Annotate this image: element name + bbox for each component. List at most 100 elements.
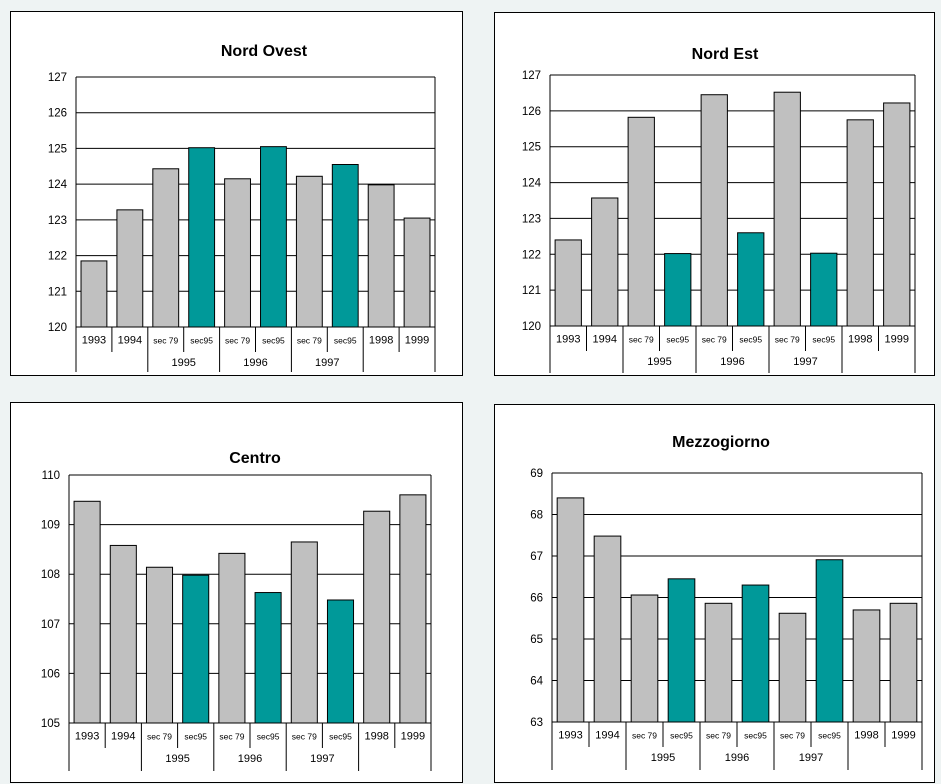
bar: [556, 497, 585, 723]
x-group-label: 1996: [725, 752, 749, 764]
x-group-label: 1997: [793, 356, 817, 368]
bar: [883, 102, 911, 327]
chart-title: Nord Est: [692, 46, 759, 63]
y-tick-label: 124: [48, 179, 68, 191]
x-category-label: 1998: [854, 730, 878, 742]
y-tick-label: 124: [522, 178, 542, 190]
x-category-label: 1999: [401, 731, 425, 743]
bar: [145, 566, 174, 724]
x-category-label: sec95: [329, 732, 352, 742]
x-category-label: sec 79: [219, 732, 244, 742]
bar: [224, 178, 251, 328]
bar: [109, 544, 137, 724]
bar: [889, 602, 918, 723]
bar: [773, 91, 801, 327]
x-group-label: 1996: [243, 357, 267, 369]
y-tick-label: 108: [41, 569, 60, 581]
bar: [326, 599, 355, 724]
bar: [593, 535, 622, 723]
bar: [188, 147, 216, 328]
bar: [260, 146, 287, 328]
bar: [218, 552, 246, 724]
x-group-label: 1997: [799, 752, 823, 764]
x-category-label: 1994: [595, 730, 619, 742]
x-category-label: 1994: [111, 731, 135, 743]
bar: [399, 494, 427, 724]
bar: [778, 612, 807, 723]
x-category-label: 1994: [118, 335, 142, 347]
x-category-label: sec95: [812, 335, 835, 345]
x-category-label: sec95: [818, 731, 841, 741]
x-category-label: sec95: [190, 336, 213, 346]
x-group-label: 1996: [238, 753, 262, 765]
bar: [73, 500, 101, 724]
x-category-label: 1993: [75, 731, 99, 743]
bar-chart-nord-est: Nord Est 120 121 122 123 124 125 126 127 1993 199…: [522, 46, 916, 373]
y-tick-label: 127: [522, 70, 541, 82]
bar: [700, 94, 728, 327]
x-category-label: sec95: [257, 732, 280, 742]
bar: [363, 510, 391, 724]
bar: [810, 252, 838, 327]
x-category-label: 1999: [405, 335, 429, 347]
x-category-label: 1993: [82, 335, 106, 347]
x-category-label: sec95: [739, 335, 762, 345]
bar-chart-centro: Centro 105 106 107 108 109 110 1993 1994 sec 79 s…: [41, 450, 432, 771]
bar: [254, 592, 282, 724]
y-tick-label: 121: [48, 286, 67, 298]
x-group-label: 1997: [315, 357, 339, 369]
y-tick-label: 69: [530, 468, 543, 480]
bar: [152, 168, 180, 328]
bar-chart-nord-ovest: Nord Ovest 120 121 122 123 124 125 126 127 1993 1…: [48, 43, 436, 372]
y-tick-label: 123: [522, 213, 541, 225]
x-category-label: sec 79: [153, 336, 178, 346]
x-category-label: sec 79: [702, 335, 727, 345]
chart-panel-mezzogiorno: Mezzogiorno 63 64 65 66 67 68 69 1993 1994 sec 79…: [494, 404, 935, 783]
x-group-label: 1995: [647, 356, 671, 368]
x-category-label: sec95: [262, 336, 285, 346]
x-group-label: 1996: [720, 356, 744, 368]
x-category-label: sec95: [666, 335, 689, 345]
chart-title: Centro: [229, 450, 281, 467]
x-category-label: sec95: [670, 731, 693, 741]
x-category-label: 1993: [556, 334, 580, 346]
y-tick-label: 121: [522, 285, 541, 297]
x-category-label: sec 79: [147, 732, 172, 742]
x-category-label: sec 79: [632, 731, 657, 741]
x-category-label: 1999: [885, 334, 909, 346]
y-tick-label: 120: [522, 321, 541, 333]
bar: [704, 602, 733, 723]
bar: [664, 253, 692, 327]
x-group-label: 1995: [171, 357, 195, 369]
bar: [815, 559, 844, 723]
y-tick-label: 125: [48, 143, 67, 155]
x-group-label: 1997: [310, 753, 334, 765]
x-category-label: sec95: [184, 732, 207, 742]
y-tick-label: 125: [522, 142, 541, 154]
chart-panel-nord-est: Nord Est 120 121 122 123 124 125 126 127 1993 199…: [494, 12, 935, 376]
x-category-label: sec 79: [780, 731, 805, 741]
bar-chart-mezzogiorno: Mezzogiorno 63 64 65 66 67 68 69 1993 1994 sec 79…: [530, 434, 923, 770]
x-category-label: 1998: [369, 335, 393, 347]
y-tick-label: 63: [530, 717, 543, 729]
bar: [846, 119, 874, 327]
bar: [627, 116, 655, 327]
y-tick-label: 122: [522, 249, 541, 261]
x-category-label: sec95: [744, 731, 767, 741]
y-tick-label: 68: [530, 510, 543, 522]
y-tick-label: 64: [530, 676, 543, 688]
y-tick-label: 126: [48, 108, 67, 120]
bar: [367, 184, 395, 328]
y-tick-label: 109: [41, 520, 60, 532]
chart-title: Nord Ovest: [221, 43, 308, 60]
bar: [741, 584, 770, 723]
x-category-label: 1998: [848, 334, 872, 346]
x-category-label: sec 79: [629, 335, 654, 345]
chart-title: Mezzogiorno: [672, 434, 770, 451]
bar: [182, 574, 210, 724]
bar: [554, 239, 582, 327]
bar: [737, 232, 765, 327]
bar: [852, 609, 881, 723]
x-category-label: sec 79: [297, 336, 322, 346]
bar: [290, 541, 318, 724]
